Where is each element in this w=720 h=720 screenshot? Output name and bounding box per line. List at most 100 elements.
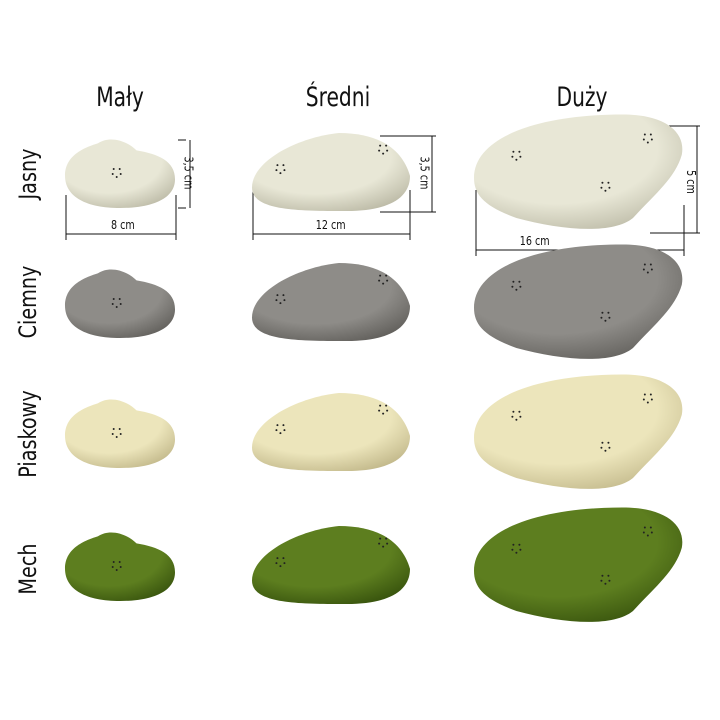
bolt-hole-dot	[118, 561, 121, 563]
bolt-hole-dot	[643, 393, 646, 396]
bolt-hole-dot	[600, 316, 603, 319]
stone-mech-2	[474, 507, 683, 622]
bolt-hole-dot	[649, 263, 652, 266]
bolt-hole-dot	[386, 409, 389, 412]
bolt-hole-dot	[385, 144, 388, 147]
bolt-hole-dot	[282, 424, 285, 427]
bolt-hole-dot	[276, 424, 279, 427]
bolt-hole-dot	[115, 436, 118, 438]
bolt-hole-dot	[386, 279, 389, 282]
bolt-hole-dot	[275, 429, 278, 432]
bolt-hole-dot	[515, 158, 518, 161]
bolt-hole-dot	[382, 282, 385, 285]
bolt-hole-dot	[518, 150, 521, 153]
bolt-hole-dot	[642, 268, 645, 271]
dim-small-height: 3,5 cm	[181, 156, 196, 190]
bolt-hole-dot	[511, 415, 514, 418]
stone-mech-1	[252, 526, 410, 604]
bolt-hole-dot	[600, 446, 603, 449]
bolt-hole-dot	[604, 449, 607, 452]
bolt-hole-dot	[379, 537, 382, 540]
bolt-hole-dot	[601, 311, 604, 314]
row-header-moss: Mech	[14, 543, 42, 595]
bolt-hole-dot	[607, 311, 610, 314]
bolt-hole-dot	[112, 298, 115, 300]
bolt-hole-dot	[650, 398, 653, 401]
bolt-hole-dot	[650, 138, 653, 141]
bolt-hole-dot	[276, 164, 279, 167]
bolt-hole-dot	[115, 176, 118, 178]
bolt-hole-dot	[118, 298, 121, 300]
bolt-hole-dot	[512, 543, 515, 546]
bolt-hole-dot	[646, 141, 649, 144]
bolt-hole-dot	[607, 441, 610, 444]
bolt-hole-dot	[649, 133, 652, 136]
bolt-hole-dot	[276, 294, 279, 297]
bolt-hole-dot	[111, 433, 114, 435]
bolt-hole-dot	[111, 303, 114, 305]
bolt-hole-dot	[519, 155, 522, 158]
bolt-hole-dot	[512, 280, 515, 283]
bolt-hole-dot	[276, 557, 279, 560]
dim-large-height: 5 cm	[683, 170, 698, 194]
dim-medium-width: 12 cm	[315, 218, 346, 232]
stone-jasny-1	[252, 133, 410, 211]
bolt-hole-dot	[378, 149, 381, 152]
bolt-hole-dot	[275, 169, 278, 172]
bolt-hole-dot	[604, 319, 607, 322]
column-header-medium: Średni	[305, 82, 371, 113]
bolt-hole-dot	[119, 566, 122, 568]
bolt-hole-dot	[518, 280, 521, 283]
row-header-dark: Ciemny	[14, 265, 42, 339]
bolt-hole-dot	[511, 548, 514, 551]
bolt-hole-dot	[386, 149, 389, 152]
bolt-hole-dot	[608, 579, 611, 582]
bolt-hole-dot	[379, 144, 382, 147]
bolt-hole-dot	[515, 418, 518, 421]
bolt-hole-dot	[604, 189, 607, 192]
bolt-hole-dot	[282, 294, 285, 297]
bolt-hole-dot	[608, 186, 611, 189]
bolt-hole-dot	[607, 574, 610, 577]
bolt-hole-dot	[279, 302, 282, 305]
bolt-hole-dot	[512, 410, 515, 413]
bolt-hole-dot	[119, 173, 122, 175]
dim-large-width: 16 cm	[519, 234, 550, 248]
bolt-hole-dot	[283, 299, 286, 302]
bolt-hole-dot	[279, 172, 282, 175]
column-header-large: Duży	[556, 82, 608, 113]
bolt-hole-dot	[115, 569, 118, 571]
bolt-hole-dot	[379, 404, 382, 407]
bolt-hole-dot	[515, 551, 518, 554]
bolt-hole-dot	[600, 579, 603, 582]
bolt-hole-dot	[643, 133, 646, 136]
bolt-hole-dot	[642, 138, 645, 141]
bolt-hole-dot	[118, 168, 121, 170]
bolt-hole-dot	[601, 441, 604, 444]
bolt-hole-dot	[382, 545, 385, 548]
bolt-hole-dot	[608, 446, 611, 449]
bolt-hole-dot	[519, 285, 522, 288]
bolt-hole-dot	[519, 548, 522, 551]
bolt-hole-dot	[646, 271, 649, 274]
bolt-hole-dot	[646, 534, 649, 537]
bolt-hole-dot	[282, 557, 285, 560]
stone-ciemny-1	[252, 263, 410, 341]
bolt-hole-dot	[649, 393, 652, 396]
bolt-hole-dot	[385, 404, 388, 407]
bolt-hole-dot	[282, 164, 285, 167]
bolt-hole-dot	[519, 415, 522, 418]
bolt-hole-dot	[112, 428, 115, 430]
bolt-hole-dot	[112, 561, 115, 563]
bolt-hole-dot	[283, 169, 286, 172]
bolt-hole-dot	[386, 542, 389, 545]
bolt-hole-dot	[643, 263, 646, 266]
bolt-hole-dot	[649, 526, 652, 529]
bolt-hole-dot	[650, 531, 653, 534]
bolt-hole-dot	[119, 303, 122, 305]
stone-jasny-2	[474, 114, 683, 229]
bolt-hole-dot	[118, 428, 121, 430]
bolt-hole-dot	[378, 409, 381, 412]
bolt-hole-dot	[382, 152, 385, 155]
